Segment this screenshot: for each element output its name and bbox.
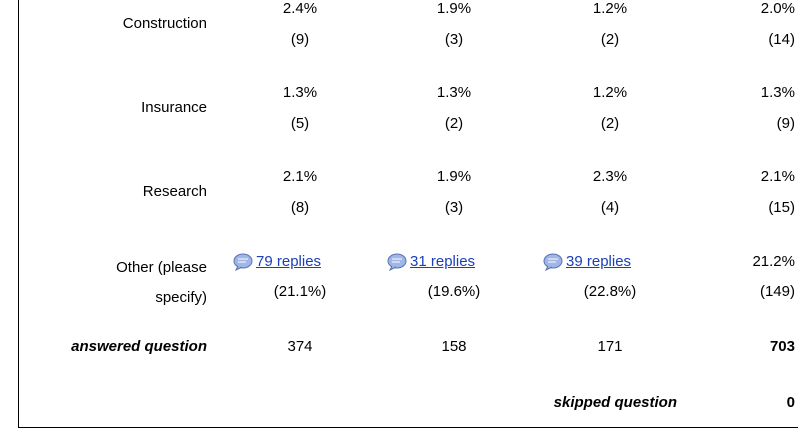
percent: 2.4% bbox=[282, 0, 318, 17]
skipped-count: 0 bbox=[786, 394, 795, 411]
percent: 2.1% bbox=[282, 168, 318, 185]
count: (5) bbox=[290, 115, 310, 132]
percent: 2.0% bbox=[760, 0, 795, 17]
row-label: Construction bbox=[122, 15, 207, 32]
comment-icon[interactable] bbox=[232, 253, 254, 271]
answered-count: 158 bbox=[441, 338, 467, 355]
comment-icon[interactable] bbox=[386, 253, 408, 271]
percent: 2.1% bbox=[760, 168, 795, 185]
row-label: Other (please specify) bbox=[116, 259, 207, 306]
replies-link[interactable]: 31 replies bbox=[410, 253, 476, 270]
percent: (21.1%) bbox=[273, 283, 327, 300]
count: (2) bbox=[600, 115, 620, 132]
count: (3) bbox=[444, 199, 464, 216]
percent: 1.2% bbox=[592, 84, 628, 101]
comment-icon[interactable] bbox=[542, 253, 564, 271]
table-frame bbox=[18, 0, 798, 428]
answered-label: answered question bbox=[71, 338, 207, 355]
count: (2) bbox=[600, 31, 620, 48]
percent: 1.2% bbox=[592, 0, 628, 17]
replies-link[interactable]: 39 replies bbox=[566, 253, 632, 270]
count: (2) bbox=[444, 115, 464, 132]
count: (8) bbox=[290, 199, 310, 216]
count: (149) bbox=[759, 283, 795, 300]
count: (15) bbox=[768, 199, 795, 216]
count: (3) bbox=[444, 31, 464, 48]
row-label: Insurance bbox=[141, 99, 207, 116]
count: (9) bbox=[776, 115, 795, 132]
percent: 1.3% bbox=[760, 84, 795, 101]
percent: 21.2% bbox=[752, 253, 795, 270]
count: (14) bbox=[768, 31, 795, 48]
percent: 1.9% bbox=[436, 168, 472, 185]
row-label: Research bbox=[142, 183, 207, 200]
percent: (19.6%) bbox=[427, 283, 481, 300]
answered-count: 171 bbox=[597, 338, 623, 355]
skipped-label: skipped question bbox=[553, 394, 677, 411]
answered-total: 703 bbox=[769, 338, 795, 355]
percent: 2.3% bbox=[592, 168, 628, 185]
replies-link[interactable]: 79 replies bbox=[256, 253, 322, 270]
percent: (22.8%) bbox=[583, 283, 637, 300]
percent: 1.3% bbox=[436, 84, 472, 101]
count: (9) bbox=[290, 31, 310, 48]
count: (4) bbox=[600, 199, 620, 216]
percent: 1.9% bbox=[436, 0, 472, 17]
percent: 1.3% bbox=[282, 84, 318, 101]
answered-count: 374 bbox=[287, 338, 313, 355]
